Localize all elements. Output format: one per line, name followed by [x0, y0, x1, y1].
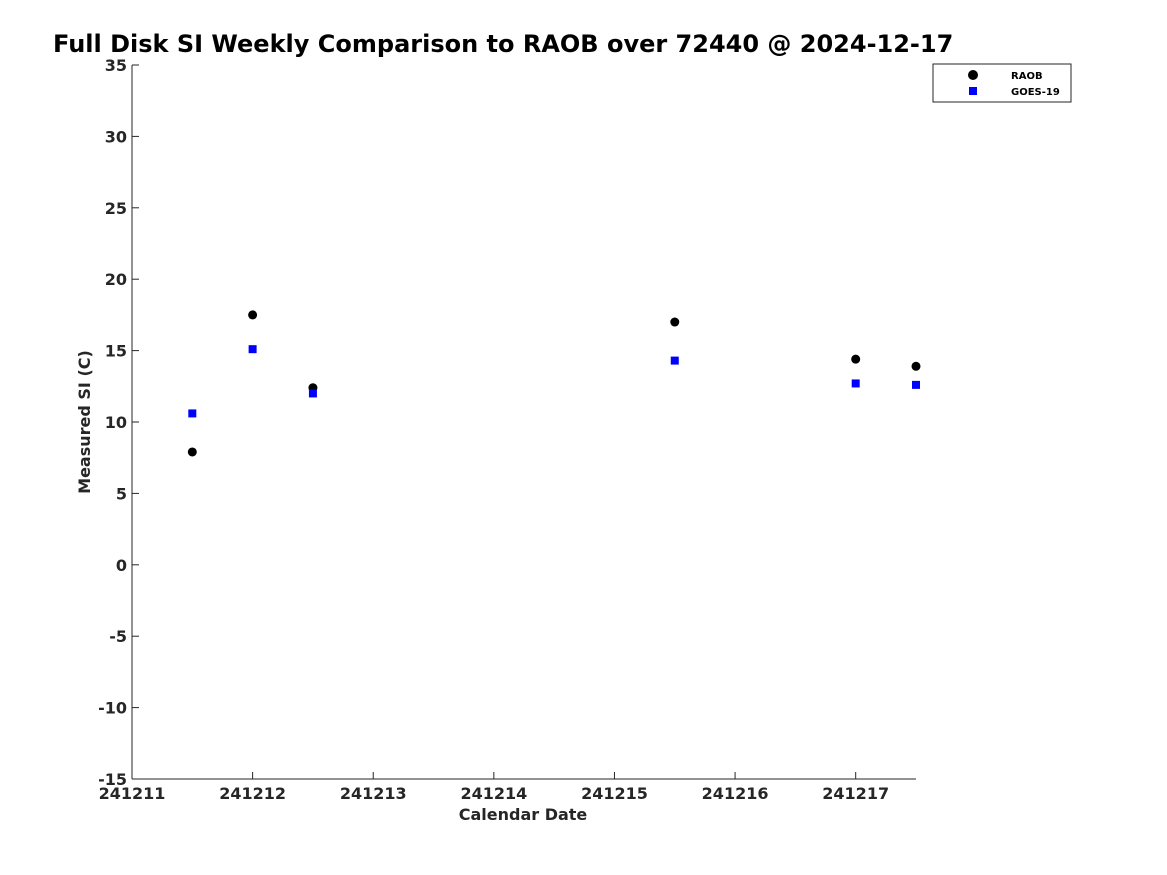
chart-title: Full Disk SI Weekly Comparison to RAOB o… — [53, 30, 953, 58]
y-tick-label: -10 — [98, 699, 127, 718]
raob-point — [911, 361, 921, 371]
goes-19-point — [851, 379, 860, 388]
goes-19-point — [248, 345, 257, 354]
raob-point — [851, 354, 861, 364]
x-tick-label: 241217 — [822, 784, 889, 803]
raob-point — [187, 447, 197, 457]
goes-19-point — [912, 380, 920, 389]
y-tick-label: 25 — [105, 199, 127, 218]
data-points-group — [187, 310, 921, 457]
legend: RAOB GOES-19 — [932, 63, 1072, 103]
y-tick-label: 15 — [105, 342, 127, 361]
y-tick-label: 5 — [116, 484, 127, 503]
raob-point — [248, 310, 258, 320]
y-tick-label: 0 — [116, 556, 127, 575]
x-tick-label: 241216 — [702, 784, 769, 803]
x-tick-label: 241212 — [219, 784, 286, 803]
y-tick-label: 10 — [105, 413, 127, 432]
x-axis-label: Calendar Date — [459, 805, 588, 824]
legend-box — [932, 63, 1072, 103]
x-tick-label: 241213 — [340, 784, 407, 803]
y-ticks-group: -15 -10 -5 0 5 10 15 20 25 30 35 — [98, 56, 139, 789]
legend-items: RAOB GOES-19 — [968, 70, 1060, 98]
x-ticks-group: 241211 241212 241213 241214 241215 241216 2412… — [99, 772, 889, 803]
y-tick-label: 20 — [105, 270, 127, 289]
y-tick-label: 35 — [105, 56, 127, 75]
y-axis-label: Measured SI (C) — [75, 350, 94, 494]
y-tick-label: 30 — [105, 127, 127, 146]
raob-point — [670, 317, 680, 327]
y-tick-label: -15 — [98, 770, 127, 789]
y-tick-label: -5 — [109, 627, 127, 646]
legend-marker-raob — [968, 70, 978, 80]
x-tick-label: 241214 — [460, 784, 527, 803]
legend-label: GOES-19 — [1011, 87, 1060, 98]
goes-19-point — [188, 409, 197, 418]
goes-19-point — [308, 389, 317, 398]
legend-label: RAOB — [1011, 71, 1043, 82]
goes-19-point — [670, 356, 679, 365]
legend-marker-goes-19 — [969, 87, 977, 95]
x-tick-label: 241215 — [581, 784, 648, 803]
x-tick-label: 241211 — [99, 784, 166, 803]
